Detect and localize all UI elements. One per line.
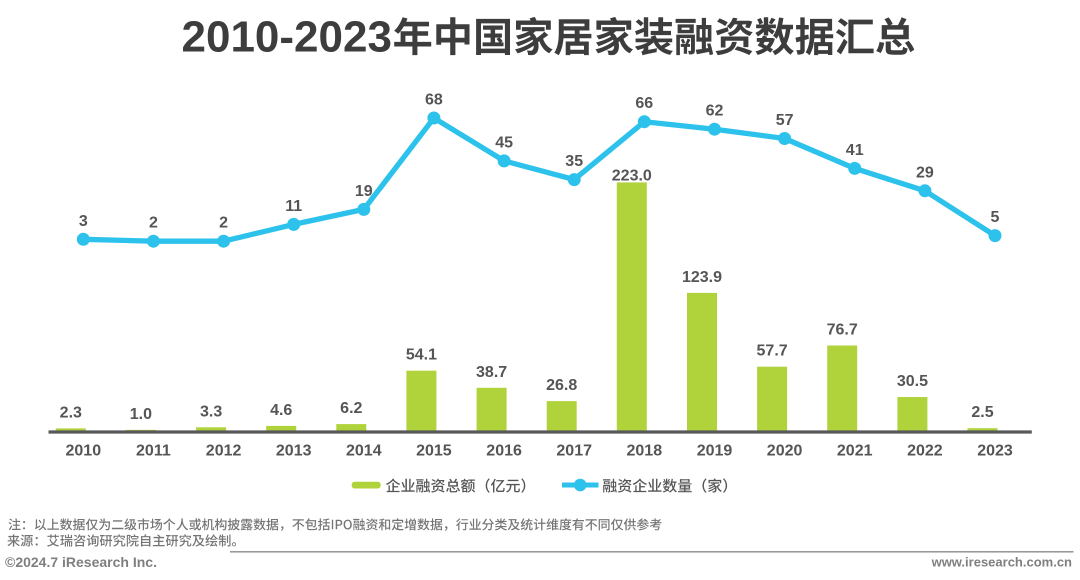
svg-text:68: 68: [425, 92, 443, 109]
svg-text:©2024.7 iResearch Inc.: ©2024.7 iResearch Inc.: [5, 554, 157, 570]
svg-text:3: 3: [79, 213, 88, 230]
svg-text:54.1: 54.1: [406, 347, 437, 364]
svg-text:38.7: 38.7: [476, 364, 507, 381]
svg-text:1.0: 1.0: [130, 406, 152, 423]
svg-text:2015: 2015: [416, 443, 452, 460]
svg-text:19: 19: [355, 183, 373, 200]
svg-text:2013: 2013: [276, 443, 312, 460]
svg-text:35: 35: [565, 153, 583, 170]
svg-text:2022: 2022: [907, 443, 943, 460]
svg-text:2014: 2014: [346, 443, 382, 460]
svg-text:www.iresearch.com.cn: www.iresearch.com.cn: [931, 555, 1072, 570]
svg-text:2021: 2021: [837, 443, 873, 460]
svg-text:57: 57: [776, 112, 794, 129]
svg-text:41: 41: [846, 142, 864, 159]
svg-text:29: 29: [916, 164, 934, 181]
svg-text:2: 2: [219, 215, 228, 232]
svg-text:2016: 2016: [486, 443, 522, 460]
svg-text:66: 66: [635, 95, 653, 112]
svg-text:2019: 2019: [697, 443, 733, 460]
svg-text:2012: 2012: [206, 443, 242, 460]
svg-text:62: 62: [706, 103, 724, 120]
svg-text:2020: 2020: [767, 443, 803, 460]
svg-text:76.7: 76.7: [827, 322, 858, 339]
svg-text:223.0: 223.0: [612, 167, 652, 184]
svg-text:2018: 2018: [627, 443, 663, 460]
svg-text:45: 45: [495, 134, 513, 151]
svg-text:30.5: 30.5: [897, 373, 928, 390]
svg-text:57.7: 57.7: [757, 343, 788, 360]
svg-text:11: 11: [285, 198, 302, 215]
svg-text:2023: 2023: [977, 443, 1013, 460]
svg-text:2017: 2017: [556, 443, 592, 460]
svg-text:2011: 2011: [136, 443, 171, 460]
svg-text:5: 5: [991, 209, 1000, 226]
svg-text:6.2: 6.2: [340, 400, 362, 417]
svg-text:2.5: 2.5: [971, 404, 993, 421]
svg-text:4.6: 4.6: [270, 402, 292, 419]
svg-text:2010: 2010: [66, 443, 102, 460]
svg-text:2010-2023: 2010-2023: [182, 13, 392, 62]
svg-text:3.3: 3.3: [200, 403, 222, 420]
svg-text:2: 2: [149, 215, 158, 232]
svg-text:2.3: 2.3: [60, 404, 82, 421]
svg-text:26.8: 26.8: [546, 377, 577, 394]
svg-text:123.9: 123.9: [682, 269, 722, 286]
